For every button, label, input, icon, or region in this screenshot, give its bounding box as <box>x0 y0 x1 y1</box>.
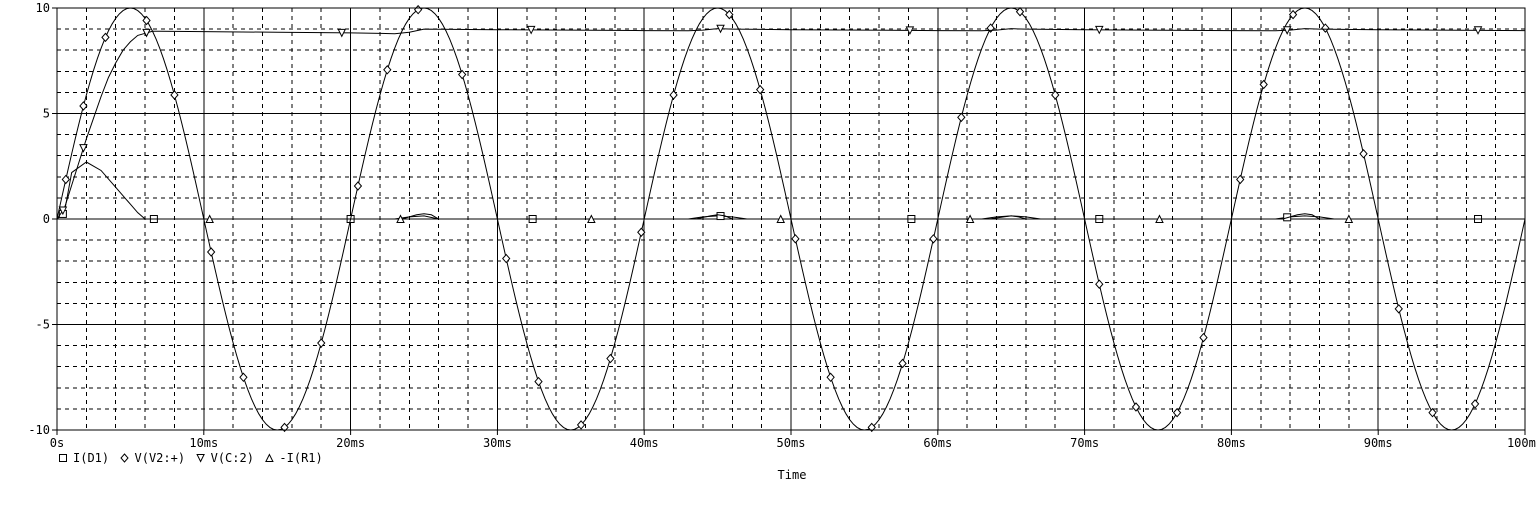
x-tick-label: 10ms <box>189 436 218 450</box>
series-marker-v-v2 <box>898 358 907 369</box>
series-marker-v-v2 <box>1470 399 1480 409</box>
series-marker-v-v2 <box>317 338 326 348</box>
series-marker-v-v2 <box>353 181 363 191</box>
series-marker-v-v2 <box>1259 79 1268 90</box>
series-marker-v-v2 <box>867 422 876 433</box>
x-axis-title: Time <box>778 468 807 482</box>
series-marker-v-v2 <box>725 9 734 20</box>
series-marker-v-v2 <box>606 353 615 364</box>
series-marker-v-v2 <box>413 4 423 15</box>
y-tick-label: -10 <box>28 423 50 437</box>
series-marker-v-v2 <box>1095 279 1104 289</box>
series-marker-v-v2 <box>1394 304 1403 314</box>
series-marker-v-v2 <box>142 15 151 26</box>
series-marker-v-v2 <box>1428 407 1437 418</box>
series-marker-i-r1 <box>205 214 214 223</box>
x-tick-label: 0s <box>50 436 64 450</box>
x-tick-label: 70ms <box>1070 436 1099 450</box>
series-marker-v-v2 <box>61 174 70 185</box>
series-line-v-c-2 <box>56 28 1526 220</box>
series-marker-v-v2 <box>1015 6 1025 17</box>
series-marker-v-v2 <box>756 84 765 95</box>
series-marker-v-c-2 <box>526 25 536 35</box>
series-marker-v-v2 <box>280 422 289 433</box>
series-marker-v-c-2 <box>337 28 347 38</box>
legend-label-v-v2: V(V2:+) <box>135 451 186 465</box>
series-marker-v-v2 <box>1321 23 1330 33</box>
series-marker-v-v2 <box>534 376 543 387</box>
legend-label-i-d1: I(D1) <box>73 451 109 465</box>
x-tick-label: 50ms <box>777 436 806 450</box>
series-line-i-d1 <box>56 161 1525 220</box>
series-marker-i-r1 <box>1155 214 1164 223</box>
y-tick-label: 5 <box>43 107 50 121</box>
series-marker-v-v2 <box>1288 9 1298 20</box>
series-marker-v-v2 <box>1051 90 1060 100</box>
x-tick-label: 80ms <box>1217 436 1246 450</box>
series-marker-v-v2 <box>826 372 835 383</box>
legend-marker-v-c-2 <box>196 454 205 463</box>
x-tick-label: 30ms <box>483 436 512 450</box>
series-marker-v-v2 <box>1172 407 1182 418</box>
axes: 0s 10ms 20ms 30ms 40ms 50ms 60ms 70ms 80ms 90ms 10… <box>28 1 1537 450</box>
series-marker-v-c-2 <box>79 144 88 153</box>
series-marker-v-v2 <box>1199 332 1208 343</box>
legend-marker-v-v2 <box>120 453 129 463</box>
series-marker-v-v2 <box>1236 174 1245 185</box>
series-marker-v-v2 <box>79 101 88 111</box>
y-tick-label: 0 <box>43 212 50 226</box>
series-marker-v-v2 <box>206 247 216 257</box>
series-marker-i-r1 <box>776 214 786 223</box>
legend-marker-i-d1 <box>59 454 67 462</box>
series-marker-v-v2 <box>458 69 467 80</box>
series-marker-i-r1 <box>965 214 975 223</box>
legend-label-v-c-2: V(C:2) <box>211 451 254 465</box>
series-marker-v-c-2 <box>905 26 915 36</box>
series-marker-v-v2 <box>957 112 966 123</box>
legend: I(D1) V(V2:+) V(C:2) -I(R1) <box>59 451 323 465</box>
x-tick-label: 60ms <box>923 436 952 450</box>
series-marker-v-v2 <box>929 234 938 244</box>
y-tick-label: -5 <box>36 318 50 332</box>
x-tick-label: 40ms <box>630 436 659 450</box>
series-marker-v-v2 <box>101 32 110 43</box>
series-line-i-r1 <box>57 213 1525 220</box>
x-tick-label: 20ms <box>336 436 365 450</box>
y-tick-label: 10 <box>36 1 50 15</box>
series-marker-v-v2 <box>637 227 646 238</box>
series-marker-v-c-2 <box>1282 26 1292 35</box>
series-marker-v-c-2 <box>58 206 68 216</box>
series-group <box>56 4 1526 433</box>
x-tick-label: 90ms <box>1364 436 1393 450</box>
x-tick-label: 100ms <box>1507 436 1537 450</box>
series-marker-v-v2 <box>383 65 392 75</box>
series-marker-v-c-2 <box>716 24 725 34</box>
legend-label-i-r1: -I(R1) <box>279 451 322 465</box>
series-marker-v-c-2 <box>142 28 151 38</box>
series-marker-v-v2 <box>502 253 511 264</box>
legend-marker-i-r1 <box>265 453 274 462</box>
series-marker-v-v2 <box>170 90 179 100</box>
series-marker-v-v2 <box>986 23 995 33</box>
series-marker-v-v2 <box>239 372 248 383</box>
series-marker-v-c-2 <box>1473 26 1483 35</box>
series-marker-v-v2 <box>576 420 586 430</box>
series-marker-v-v2 <box>1131 402 1141 412</box>
series-marker-i-r1 <box>587 214 596 223</box>
series-marker-v-c-2 <box>1094 25 1104 35</box>
series-marker-v-v2 <box>669 90 678 100</box>
series-marker-v-v2 <box>791 234 800 244</box>
series-marker-v-v2 <box>1359 149 1368 159</box>
series-marker-i-r1 <box>1344 214 1354 223</box>
series-marker-i-r1 <box>396 214 405 223</box>
